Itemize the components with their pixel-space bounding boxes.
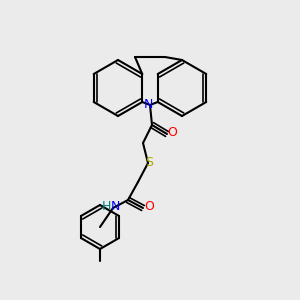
Text: O: O [144,200,154,214]
Text: N: N [110,200,120,214]
Text: H: H [101,200,111,214]
Text: S: S [145,155,153,169]
Text: O: O [167,127,177,140]
Text: N: N [143,98,153,110]
